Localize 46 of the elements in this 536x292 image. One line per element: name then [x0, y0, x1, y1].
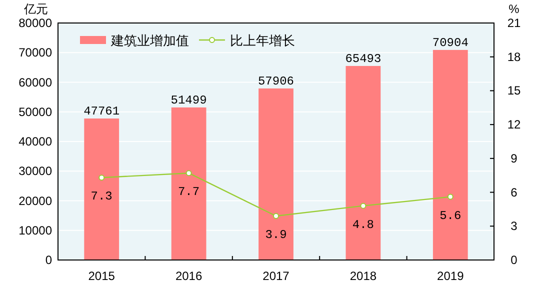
point [98, 174, 105, 181]
bar [84, 118, 120, 260]
y-tick-label: 10000 [18, 223, 52, 238]
y-tick-label: 40000 [18, 134, 52, 148]
y-tick-label: 80000 [18, 16, 52, 30]
data-label: 4.8 [352, 218, 374, 232]
data-label: 51499 [170, 93, 207, 108]
point [360, 202, 366, 209]
x-tick-label: 2016 [175, 269, 202, 283]
data-label: 70904 [432, 36, 468, 50]
data-label: 65493 [345, 52, 382, 66]
y2-tick-label: 0 [510, 253, 518, 267]
legend-label: 建筑业增加值 [110, 33, 189, 48]
y2-tick-label: 15 [507, 84, 521, 98]
x-tick-label: 2017 [262, 269, 290, 283]
y-tick-label: 60000 [18, 75, 52, 90]
y2-tick-label: 3 [510, 219, 518, 234]
bar [258, 88, 294, 260]
x-tick-label: 2019 [437, 269, 464, 283]
legend-label: 比上年增长 [230, 33, 295, 48]
data-label: 57906 [258, 74, 294, 88]
y2-tick-label: 9 [510, 151, 518, 166]
point [186, 170, 192, 176]
data-label: 7.3 [90, 190, 112, 204]
y2-tick-label: 6 [510, 185, 518, 200]
y-tick-label: 0 [45, 253, 52, 267]
y-tick-label: 30000 [18, 164, 52, 178]
y2-tick-label: 12 [507, 118, 521, 132]
x-tick-label: 2018 [350, 269, 377, 283]
data-label: 3.9 [265, 228, 287, 242]
data-label: 7.7 [178, 185, 200, 200]
bar [432, 50, 468, 260]
bar [346, 66, 381, 260]
data-label: 47761 [84, 104, 120, 119]
bar [171, 107, 206, 260]
y2-axis-title: % [508, 2, 520, 16]
point [447, 194, 454, 200]
x-tick-label: 2015 [88, 269, 116, 283]
y-axis-title: 亿元 [23, 2, 48, 16]
data-label: 5.6 [440, 208, 462, 223]
y2-tick-label: 21 [507, 16, 521, 30]
point [273, 212, 279, 219]
y2-tick-label: 18 [507, 50, 521, 64]
y-tick-label: 50000 [18, 104, 52, 119]
y-tick-label: 20000 [18, 194, 52, 208]
y-tick-label: 70000 [18, 46, 52, 60]
